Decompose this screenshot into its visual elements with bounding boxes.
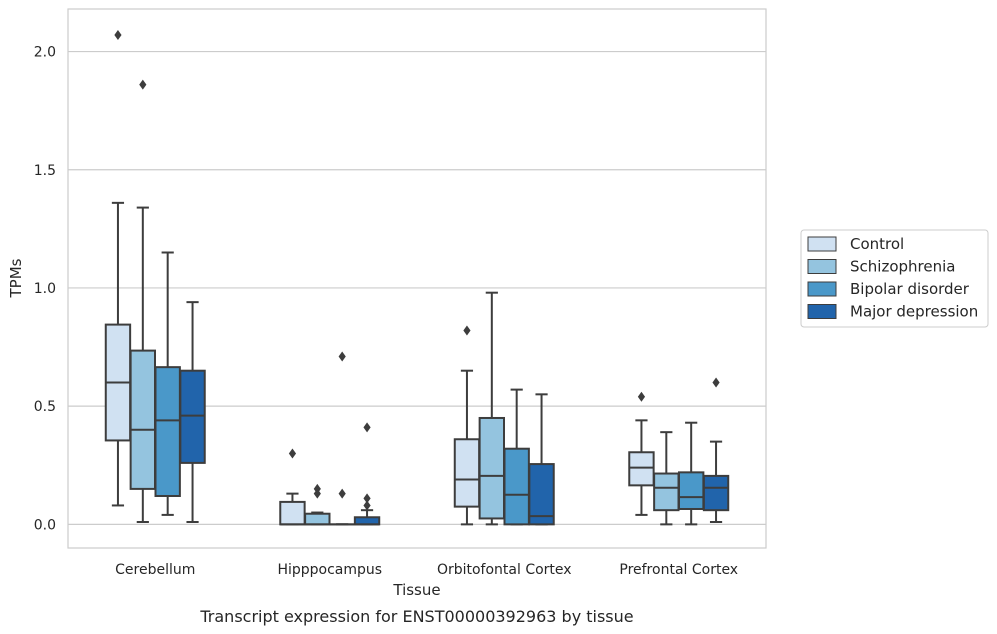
box-iqr — [528, 463, 555, 526]
x-tick-label: Orbitofontal Cortex — [437, 562, 572, 578]
box-iqr — [353, 516, 381, 526]
plot-frame — [67, 8, 767, 549]
box-iqr — [628, 451, 655, 487]
legend-swatch — [807, 281, 837, 297]
outlier-point — [114, 30, 122, 41]
x-axis-label: Tissue — [392, 581, 440, 599]
box-iqr — [478, 416, 506, 520]
box-0-2 — [453, 325, 481, 526]
outlier-point — [288, 448, 297, 459]
outlier-point — [363, 493, 371, 504]
box-1-0 — [129, 79, 157, 523]
legend-label: Major depression — [850, 303, 978, 321]
x-tick-labels: Cerebellum Hipppocampus Orbitofontal Corte… — [115, 562, 738, 578]
y-tick-label: 2.0 — [34, 45, 56, 61]
box-3-2 — [528, 393, 555, 526]
y-tick-label: 0.0 — [34, 517, 56, 533]
box-1-2 — [478, 291, 506, 526]
outlier-point — [338, 351, 346, 362]
box-2-3 — [677, 421, 705, 526]
box-iqr — [503, 447, 530, 526]
box-3-0 — [179, 301, 206, 523]
y-tick-label: 1.5 — [34, 163, 56, 179]
x-tick-label: Hipppocampus — [277, 562, 382, 578]
legend-label: Schizophrenia — [850, 258, 955, 276]
legend: Control Schizophrenia Bipolar disorder Majo… — [800, 229, 989, 328]
outlier-point — [463, 325, 471, 336]
box-iqr — [304, 512, 331, 526]
y-tick-label: 0.5 — [34, 399, 56, 415]
outlier-point — [139, 79, 147, 90]
box-2-0 — [154, 251, 181, 516]
legend-label: Control — [850, 235, 904, 253]
box-iqr — [453, 438, 481, 508]
box-iqr — [179, 369, 206, 464]
y-tick-label: 1.0 — [34, 281, 56, 297]
chart-caption: Transcript expression for ENST0000039296… — [199, 607, 633, 626]
outlier-point — [313, 483, 321, 494]
outlier-point — [637, 391, 646, 402]
box-groups — [104, 30, 730, 526]
box-3-1 — [353, 422, 381, 526]
box-0-3 — [628, 391, 655, 516]
box-iqr — [677, 471, 705, 510]
y-tick-labels: 0.0 0.5 1.0 1.5 2.0 — [34, 45, 56, 534]
x-tick-label: Prefrontal Cortex — [619, 562, 738, 578]
box-iqr — [702, 474, 730, 512]
legend-frame — [800, 229, 989, 328]
outlier-point — [363, 422, 371, 433]
outlier-point — [363, 500, 371, 511]
box-2-2 — [503, 388, 530, 526]
box-0-0 — [104, 30, 132, 507]
box-iqr — [279, 500, 306, 526]
x-tick-label: Cerebellum — [115, 562, 195, 578]
box-3-3 — [702, 377, 730, 523]
box-1-1 — [304, 483, 331, 526]
legend-swatch — [807, 236, 837, 252]
box-iqr — [653, 472, 680, 512]
box-2-1 — [328, 351, 356, 526]
outlier-point — [712, 377, 720, 388]
outlier-point — [338, 488, 346, 499]
box-iqr — [154, 366, 181, 497]
legend-swatch — [807, 259, 837, 274]
box-iqr — [129, 349, 157, 490]
legend-swatch — [807, 304, 837, 319]
legend-label: Bipolar disorder — [850, 280, 970, 298]
box-0-1 — [279, 448, 306, 526]
y-axis-label: TPMs — [7, 258, 25, 298]
box-1-3 — [653, 431, 680, 526]
